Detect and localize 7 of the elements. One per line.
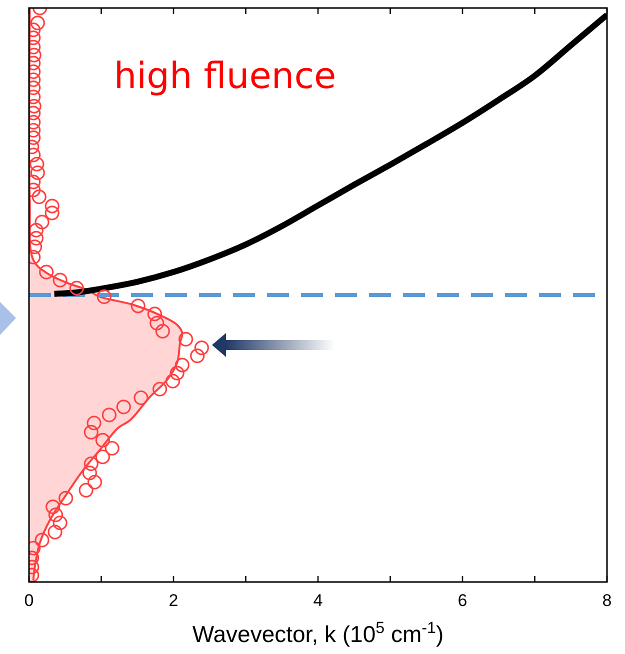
x-axis-title: Wavevector, k (10$^{5}$ cm$^{-1}$)	[192, 619, 444, 647]
annotation: high fluence	[114, 56, 336, 97]
x-tick-label: 0	[24, 591, 34, 610]
x-tick-label: 2	[168, 591, 178, 610]
x-tick-label: 4	[313, 591, 323, 610]
x-tick-label: 6	[458, 591, 468, 610]
x-tick-label: 8	[602, 591, 612, 610]
